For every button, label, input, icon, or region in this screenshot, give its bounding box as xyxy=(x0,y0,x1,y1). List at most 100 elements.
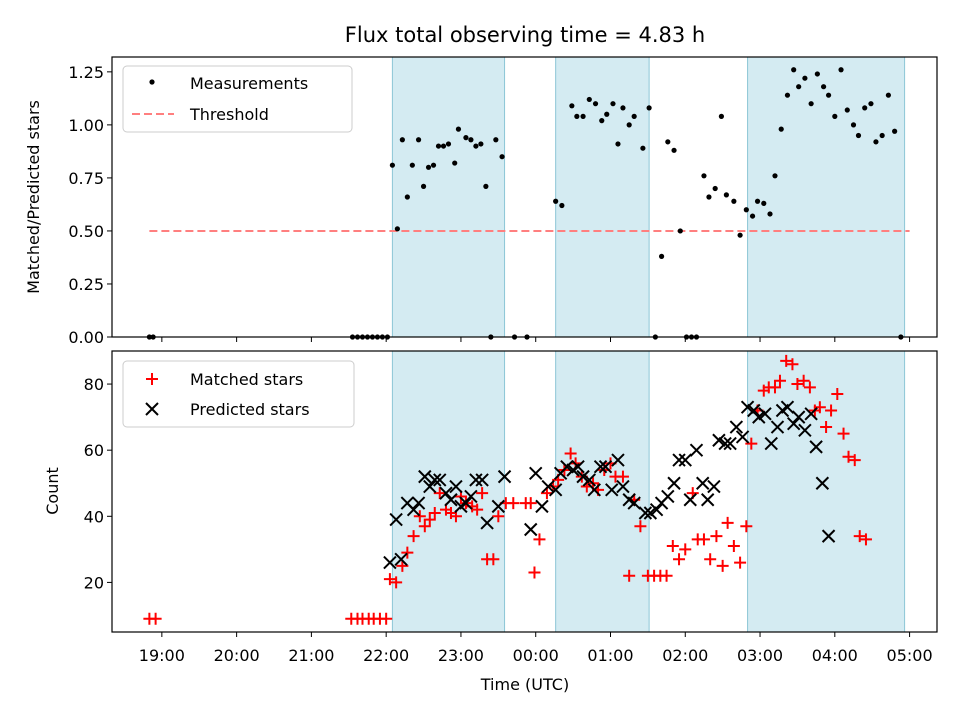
matched-point xyxy=(786,358,799,371)
measurement-point xyxy=(737,232,743,238)
matched-point xyxy=(837,427,850,440)
measurement-point xyxy=(850,122,857,128)
matched-point xyxy=(149,612,162,625)
matched-point xyxy=(476,487,489,500)
legend-threshold-label: Threshold xyxy=(189,105,269,124)
y-tick-label: 80 xyxy=(84,375,104,394)
x-tick-label: 21:00 xyxy=(288,646,334,665)
bottom-legend-box xyxy=(122,360,355,428)
measurement-point xyxy=(820,84,827,90)
predicted-point xyxy=(406,502,421,517)
measurement-point xyxy=(626,122,632,128)
predicted-point xyxy=(611,453,625,467)
matched-point xyxy=(679,543,692,556)
predicted-point xyxy=(758,407,772,421)
measurement-point xyxy=(389,162,396,168)
legend-measurements-label: Measurements xyxy=(190,74,308,93)
predicted-point xyxy=(439,486,453,500)
measurement-point xyxy=(665,139,671,145)
matched-point xyxy=(797,374,810,387)
bottom-legend: Matched stars Predicted stars xyxy=(122,360,355,428)
matched-point xyxy=(721,516,734,529)
interval-shade xyxy=(747,56,906,338)
measurement-point xyxy=(825,92,832,98)
measurement-point xyxy=(452,160,458,166)
matched-point xyxy=(623,569,636,582)
matched-point xyxy=(848,454,861,467)
predicted-point xyxy=(475,473,489,487)
measurement-point xyxy=(761,200,767,206)
predicted-point xyxy=(411,496,426,510)
predicted-point xyxy=(683,493,697,507)
predicted-point xyxy=(718,436,732,451)
matched-point xyxy=(773,374,786,387)
measurement-point xyxy=(791,67,797,73)
matched-point xyxy=(507,497,520,510)
measurement-point xyxy=(404,194,410,200)
predicted-point xyxy=(661,489,675,504)
measurement-point xyxy=(731,198,737,204)
measurement-point xyxy=(701,173,707,179)
measurement-point xyxy=(478,141,484,147)
measurement-point xyxy=(658,253,665,259)
measurement-point xyxy=(435,143,442,149)
predicted-point xyxy=(444,493,458,507)
matched-point xyxy=(710,530,723,543)
matched-point xyxy=(634,520,647,533)
predicted-point xyxy=(798,423,812,438)
predicted-point xyxy=(587,483,601,497)
measurement-point xyxy=(772,173,778,179)
predicted-point xyxy=(497,469,512,484)
predicted-point xyxy=(593,459,608,474)
matched-point xyxy=(673,553,686,566)
measurement-point xyxy=(718,113,725,119)
predicted-point xyxy=(678,453,692,467)
bottom-y-axis-label: Count xyxy=(43,467,62,515)
matched-point xyxy=(740,520,753,533)
measurement-point xyxy=(778,126,784,132)
y-tick-label: 60 xyxy=(84,441,104,460)
measurement-point xyxy=(749,213,756,219)
predicted-point xyxy=(383,555,397,570)
matched-point xyxy=(380,612,393,625)
predicted-point xyxy=(804,407,818,421)
measurement-point xyxy=(646,105,652,111)
matched-point xyxy=(716,559,729,572)
y-tick-label: 0.50 xyxy=(68,222,104,241)
measurement-point xyxy=(723,192,729,198)
matched-point xyxy=(697,533,710,546)
matched-point xyxy=(418,520,431,533)
observation-intervals-top xyxy=(391,56,906,338)
predicted-point xyxy=(428,473,442,487)
interval-shade xyxy=(747,350,906,633)
measurement-point xyxy=(430,162,437,168)
matched-point xyxy=(842,450,855,463)
y-tick-label: 0.25 xyxy=(68,275,104,294)
predicted-point xyxy=(616,479,630,494)
predicted-point xyxy=(459,496,473,510)
predicted-point xyxy=(723,436,737,451)
predicted-point xyxy=(394,552,408,566)
measurement-point xyxy=(640,145,646,151)
matched-point xyxy=(564,447,577,460)
matched-point xyxy=(528,566,541,579)
legend-predicted-label: Predicted stars xyxy=(190,400,310,419)
y-tick-label: 40 xyxy=(84,507,104,526)
x-tick-label: 22:00 xyxy=(363,646,409,665)
measurement-point xyxy=(463,135,469,141)
y-tick-label: 1.00 xyxy=(68,116,104,135)
measurement-point xyxy=(394,226,400,232)
predicted-point xyxy=(535,499,549,514)
predicted-point xyxy=(638,506,653,520)
measurement-point xyxy=(631,113,637,119)
legend-matched-label: Matched stars xyxy=(190,370,303,389)
predicted-point xyxy=(571,459,585,474)
predicted-point xyxy=(770,420,785,434)
matched-point xyxy=(859,533,872,546)
matched-point xyxy=(745,437,758,450)
measurement-point xyxy=(415,137,422,143)
predicted-point xyxy=(672,453,686,467)
matched-point xyxy=(704,553,717,566)
measurement-point xyxy=(586,96,592,103)
measurement-point xyxy=(814,71,820,77)
